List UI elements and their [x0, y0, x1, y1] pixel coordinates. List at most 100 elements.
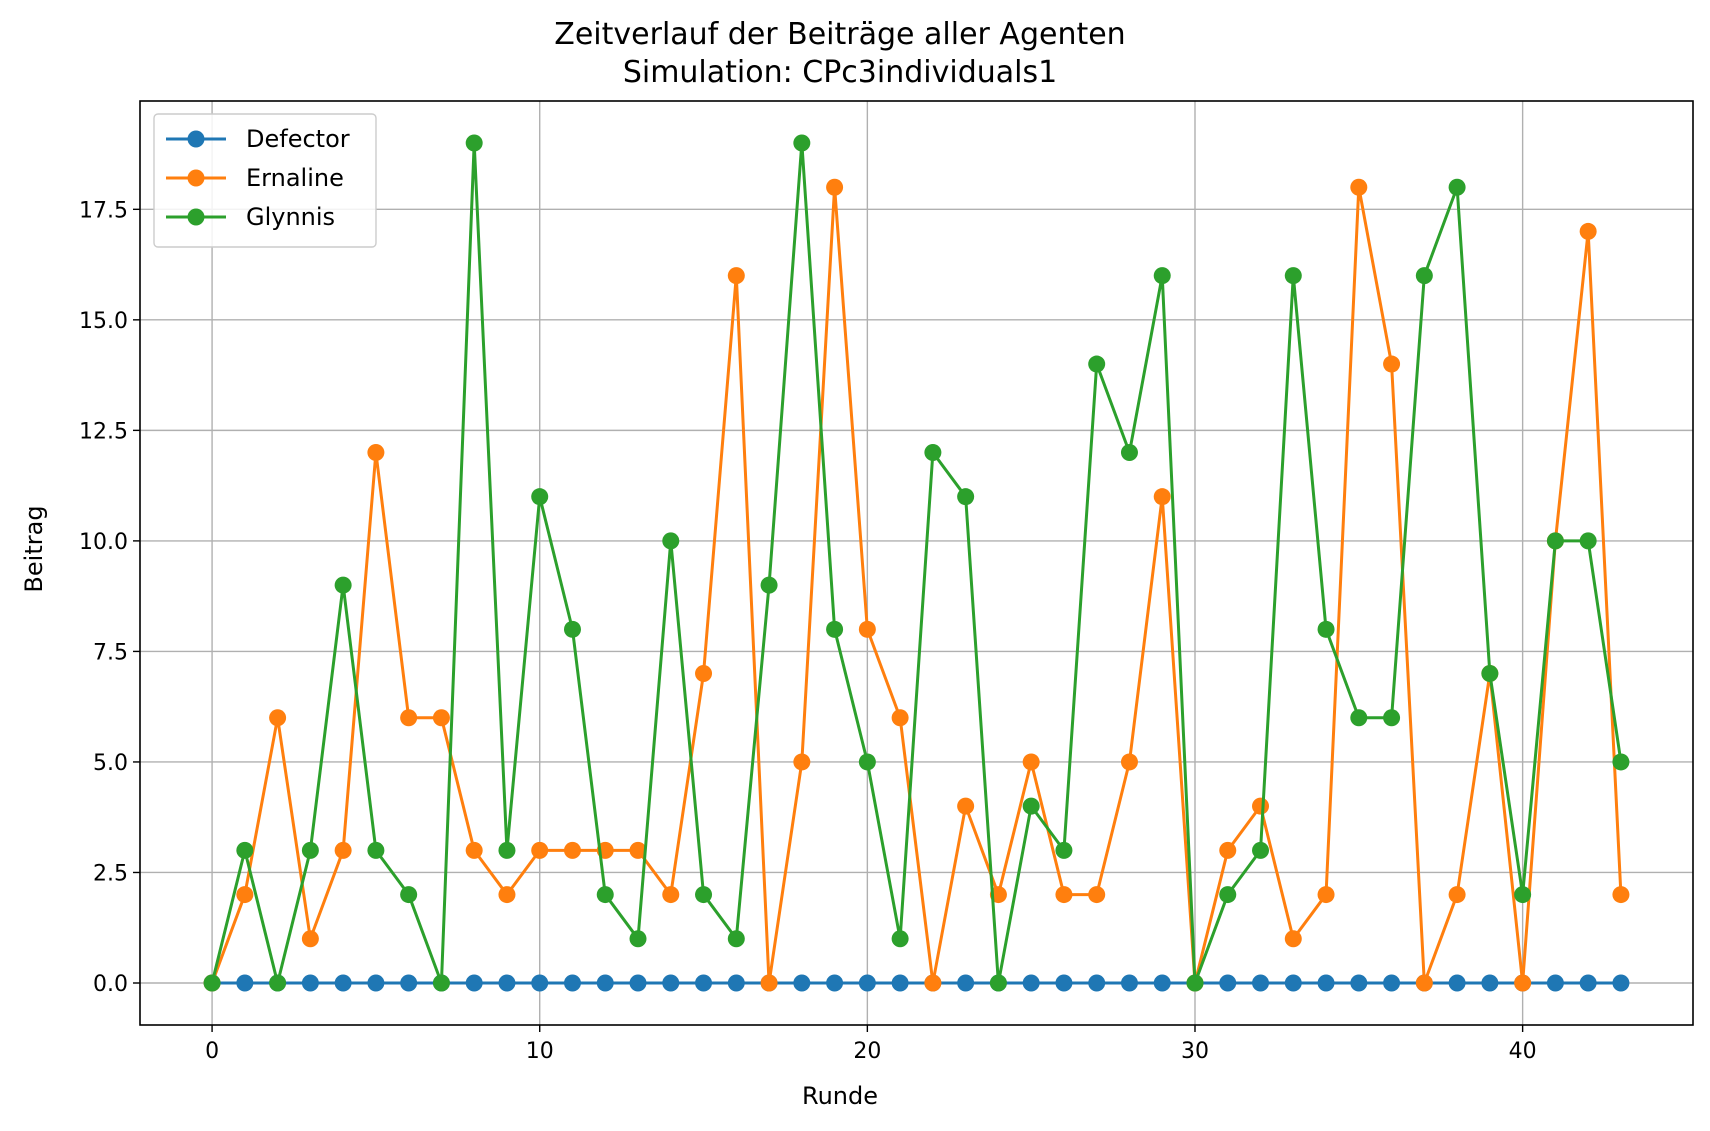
data-point-glynnis: [826, 620, 844, 638]
data-point-glynnis: [924, 443, 942, 461]
data-point-ernaline: [891, 709, 909, 727]
y-tick-label: 10.0: [79, 530, 128, 555]
data-point-ernaline: [1022, 753, 1040, 771]
data-point-ernaline: [793, 753, 811, 771]
data-point-defector: [826, 974, 844, 992]
data-point-ernaline: [367, 443, 385, 461]
data-point-ernaline: [826, 178, 844, 196]
data-point-ernaline: [727, 267, 745, 285]
y-tick-label: 12.5: [79, 419, 128, 444]
data-point-glynnis: [760, 576, 778, 594]
data-point-defector: [1383, 974, 1401, 992]
data-point-ernaline: [1088, 886, 1106, 904]
data-point-glynnis: [1415, 267, 1433, 285]
data-point-defector: [662, 974, 680, 992]
data-point-glynnis: [1284, 267, 1302, 285]
x-tick-label: 0: [205, 1039, 219, 1064]
data-series: [203, 134, 1630, 992]
data-point-defector: [367, 974, 385, 992]
data-point-defector: [236, 974, 254, 992]
data-point-ernaline: [858, 620, 876, 638]
data-point-ernaline: [924, 974, 942, 992]
data-point-glynnis: [1579, 532, 1597, 550]
legend-box: [153, 113, 377, 248]
data-point-ernaline: [465, 841, 483, 859]
data-point-ernaline: [1383, 355, 1401, 373]
y-tick-label: 7.5: [93, 640, 128, 665]
chart-title: Zeitverlauf der Beiträge aller Agenten: [554, 17, 1125, 52]
data-point-defector: [695, 974, 713, 992]
data-point-ernaline: [1317, 886, 1335, 904]
data-point-glynnis: [596, 886, 614, 904]
data-point-defector: [1055, 974, 1073, 992]
data-point-defector: [1579, 974, 1597, 992]
data-point-ernaline: [432, 709, 450, 727]
data-point-glynnis: [498, 841, 516, 859]
data-point-defector: [727, 974, 745, 992]
data-point-ernaline: [1284, 930, 1302, 948]
legend-label-glynnis: Glynnis: [246, 203, 335, 231]
data-point-defector: [1284, 974, 1302, 992]
data-point-glynnis: [1546, 532, 1564, 550]
data-point-ernaline: [334, 841, 352, 859]
data-point-glynnis: [1219, 886, 1237, 904]
data-point-defector: [1612, 974, 1630, 992]
data-point-ernaline: [301, 930, 319, 948]
y-tick-label: 15.0: [79, 309, 128, 334]
data-point-glynnis: [1448, 178, 1466, 196]
data-point-ernaline: [1514, 974, 1532, 992]
x-tick-label: 10: [526, 1039, 554, 1064]
data-point-defector: [793, 974, 811, 992]
data-point-defector: [1153, 974, 1171, 992]
data-point-glynnis: [891, 930, 909, 948]
data-point-glynnis: [1612, 753, 1630, 771]
data-point-glynnis: [629, 930, 647, 948]
data-point-glynnis: [1153, 267, 1171, 285]
data-point-ernaline: [1055, 886, 1073, 904]
data-point-glynnis: [465, 134, 483, 152]
data-point-ernaline: [629, 841, 647, 859]
data-point-ernaline: [760, 974, 778, 992]
data-point-glynnis: [1186, 974, 1204, 992]
data-point-ernaline: [1448, 886, 1466, 904]
legend-marker-defector: [187, 130, 205, 148]
data-point-glynnis: [793, 134, 811, 152]
y-tick-label: 5.0: [93, 751, 128, 776]
plot-area-frame: [139, 100, 1694, 1026]
data-point-defector: [1252, 974, 1270, 992]
y-tick-label: 0.0: [93, 972, 128, 997]
data-point-glynnis: [858, 753, 876, 771]
data-point-ernaline: [1120, 753, 1138, 771]
data-point-defector: [596, 974, 614, 992]
legend-marker-glynnis: [187, 208, 205, 226]
data-point-ernaline: [1579, 222, 1597, 240]
data-point-defector: [1448, 974, 1466, 992]
data-point-glynnis: [334, 576, 352, 594]
data-point-glynnis: [727, 930, 745, 948]
data-point-ernaline: [1219, 841, 1237, 859]
data-point-glynnis: [1252, 841, 1270, 859]
series-ernaline: [203, 178, 1630, 992]
data-point-glynnis: [1383, 709, 1401, 727]
y-tick-label: 17.5: [79, 198, 128, 223]
chart-subtitle: Simulation: CPc3individuals1: [623, 55, 1057, 90]
data-point-defector: [1350, 974, 1368, 992]
data-point-glynnis: [301, 841, 319, 859]
axis-ticks: 0 10 20 30 40 0.0 2.5 5.0 7.5 10.0 12.5 15.0 17.5: [79, 198, 1537, 1064]
series-defector: [203, 974, 1630, 992]
data-point-ernaline: [563, 841, 581, 859]
data-point-defector: [957, 974, 975, 992]
data-point-ernaline: [531, 841, 549, 859]
data-point-glynnis: [531, 488, 549, 506]
data-point-glynnis: [1514, 886, 1532, 904]
data-point-defector: [1317, 974, 1335, 992]
data-point-glynnis: [957, 488, 975, 506]
data-point-ernaline: [400, 709, 418, 727]
data-point-glynnis: [1481, 665, 1499, 683]
series-line-ernaline: [210, 185, 1623, 985]
data-point-ernaline: [269, 709, 287, 727]
legend-label-ernaline: Ernaline: [246, 164, 344, 192]
data-point-glynnis: [269, 974, 287, 992]
data-point-glynnis: [695, 886, 713, 904]
legend-marker-ernaline: [187, 169, 205, 187]
